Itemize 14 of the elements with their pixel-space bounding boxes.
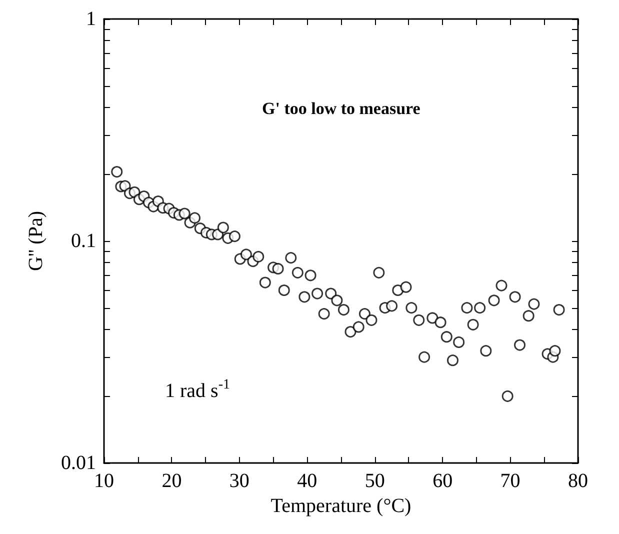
x-axis-title: Temperature (°C): [270, 494, 412, 517]
y-tick-label: 0.01: [61, 452, 96, 474]
x-tick-label: 50: [364, 470, 385, 492]
x-tick-label: 80: [568, 470, 588, 492]
annotation: G' too low to measure: [262, 99, 421, 118]
y-axis-title: G'' (Pa): [25, 211, 47, 271]
x-tick-label: 40: [297, 470, 318, 492]
x-tick-label: 10: [94, 470, 114, 492]
x-tick-label: 30: [229, 470, 250, 492]
x-tick-label: 70: [500, 470, 520, 492]
x-tick-label: 60: [432, 470, 453, 492]
y-tick-label: 1: [86, 8, 96, 30]
x-tick-label: 20: [162, 470, 182, 492]
y-tick-label: 0.1: [71, 230, 96, 252]
